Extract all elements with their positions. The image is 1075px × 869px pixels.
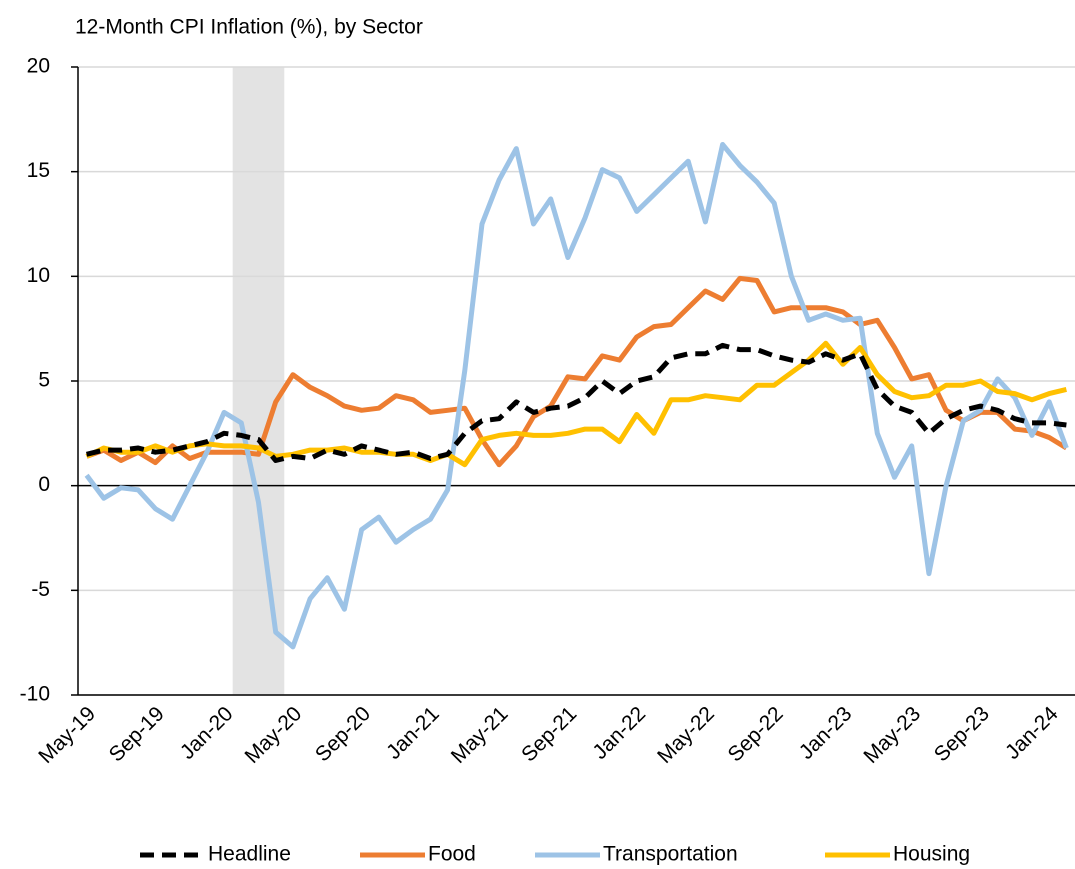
legend-label: Headline [208,843,291,866]
y-tick-label: 0 [38,473,50,496]
series-line [84,142,1069,650]
x-tick-label: Sep-22 [723,702,787,766]
x-tick-label: Sep-19 [105,702,169,766]
x-tick-label: May-20 [241,702,307,768]
x-tick-label: Jan-23 [795,702,857,764]
x-tick-label: Jan-20 [176,702,238,764]
series-line [86,342,1067,463]
y-tick-label: 10 [27,264,50,287]
y-tick-label: 15 [27,159,50,182]
chart-title: 12-Month CPI Inflation (%), by Sector [75,16,423,39]
x-tick-label: Sep-23 [930,702,994,766]
x-tick-label: May-23 [859,702,925,768]
legend-label: Food [428,843,476,866]
x-tick-label: Sep-20 [311,702,375,766]
x-tick-label: May-21 [447,702,513,768]
y-tick-label: 20 [27,55,50,78]
series-line [85,340,1067,468]
x-tick-label: Sep-21 [517,702,581,766]
x-tick-label: Jan-21 [382,702,444,764]
x-tick-label: Jan-22 [588,702,650,764]
x-tick-label: Jan-24 [1001,702,1063,764]
x-tick-label: May-19 [34,702,100,768]
y-tick-label: -10 [20,683,50,706]
y-tick-label: -5 [31,578,50,601]
x-tick-label: May-22 [653,702,719,768]
legend-label: Housing [893,843,970,866]
legend-label: Transportation [603,843,738,866]
y-tick-label: 5 [38,369,50,392]
